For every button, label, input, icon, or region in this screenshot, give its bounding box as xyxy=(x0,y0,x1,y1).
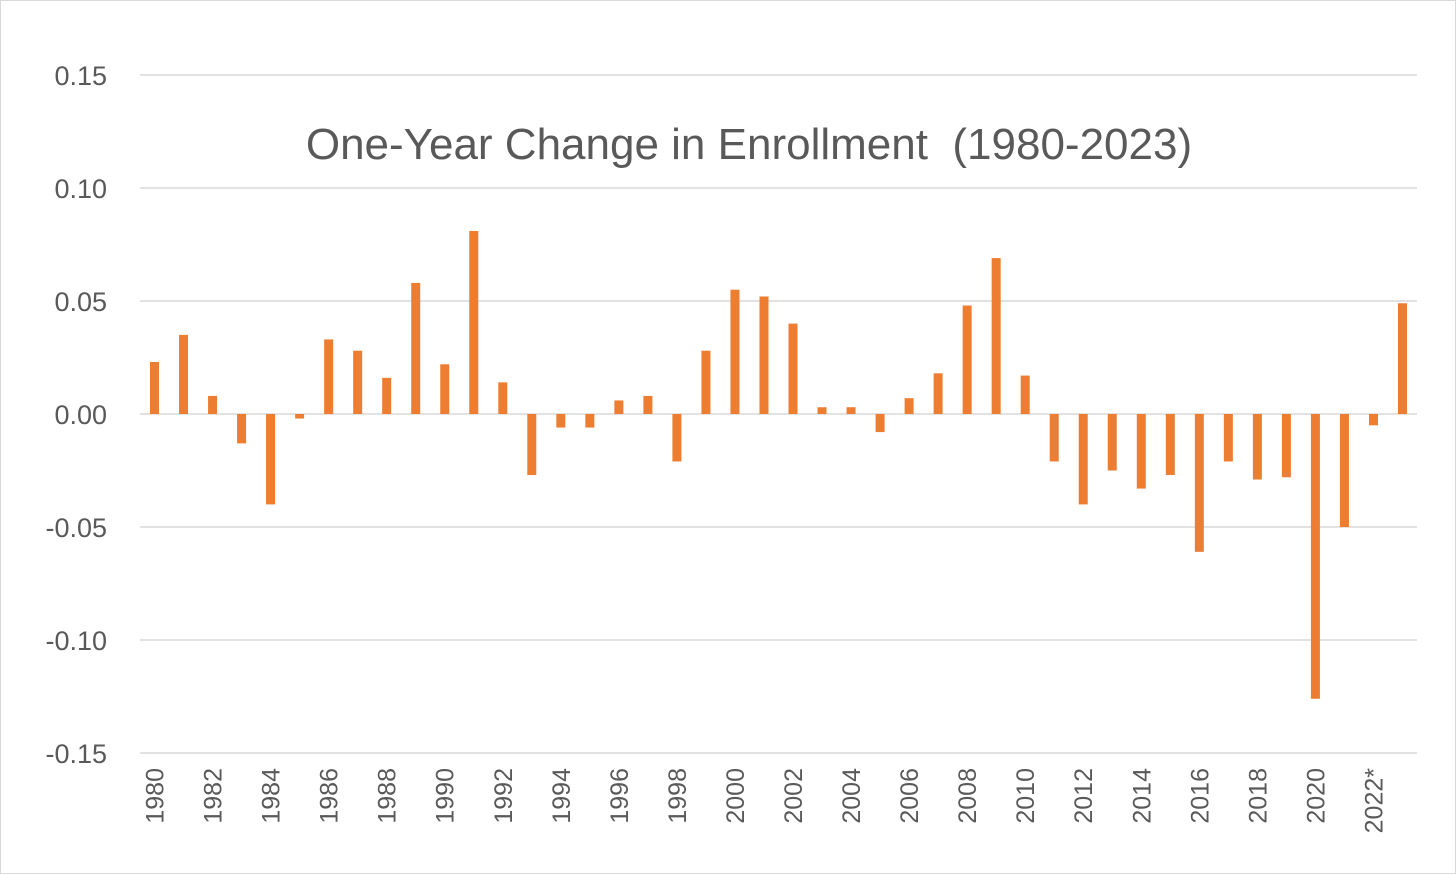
y-tick-label: -0.10 xyxy=(45,626,107,656)
bar-2005 xyxy=(875,414,885,433)
bar-1992 xyxy=(498,382,508,414)
bar-2010 xyxy=(1020,375,1030,414)
bar-1997 xyxy=(643,395,653,414)
bar-2007 xyxy=(933,373,943,414)
x-tick-label: 2022* xyxy=(1360,768,1388,834)
x-tick-label: 1992 xyxy=(490,768,518,824)
y-tick-label: 0.15 xyxy=(54,61,107,91)
bar-1998 xyxy=(672,414,682,462)
bar-1980 xyxy=(150,362,160,414)
bar-1985 xyxy=(295,414,305,419)
bar-1987 xyxy=(353,350,363,414)
bar-2023 xyxy=(1397,303,1407,414)
bar-2000 xyxy=(730,289,740,414)
x-tick-label: 2018 xyxy=(1244,768,1272,824)
bar-2013 xyxy=(1107,414,1117,471)
x-tick-label: 2002 xyxy=(780,768,808,824)
x-tick-label: 1982 xyxy=(200,768,228,824)
x-tick-label: 1990 xyxy=(432,768,460,824)
y-axis-ticks: 0.15 0.10 0.05 0.00 -0.05 -0.10 -0.15 xyxy=(45,61,107,769)
bar-1995 xyxy=(585,414,595,428)
bar-1990 xyxy=(440,364,450,414)
bar-1988 xyxy=(382,377,392,414)
y-tick-label: 0.10 xyxy=(54,174,107,204)
x-tick-label: 1986 xyxy=(316,768,344,824)
x-tick-label: 2020 xyxy=(1302,768,1330,824)
bar-1993 xyxy=(527,414,537,476)
bar-2009 xyxy=(991,258,1001,414)
bar-2008 xyxy=(962,305,972,414)
x-tick-label: 1994 xyxy=(548,768,576,824)
bar-2022* xyxy=(1368,414,1378,426)
x-axis-ticks: 1980 1982 1984 1986 1988 1990 1992 1994 1996 1998… xyxy=(142,768,1389,834)
bar-2015 xyxy=(1165,414,1175,476)
x-tick-label: 1996 xyxy=(606,768,634,824)
bar-2021 xyxy=(1339,414,1349,527)
x-tick-label: 2010 xyxy=(1012,768,1040,824)
bar-2017 xyxy=(1223,414,1233,462)
bar-1991 xyxy=(469,230,479,414)
bar-2016 xyxy=(1194,414,1204,552)
bars xyxy=(150,230,1407,699)
bar-1986 xyxy=(324,339,334,414)
x-tick-label: 2008 xyxy=(954,768,982,824)
x-tick-label: 1998 xyxy=(664,768,692,824)
bar-2004 xyxy=(846,407,856,414)
x-tick-label: 2000 xyxy=(722,768,750,824)
bar-2012 xyxy=(1078,414,1088,505)
bar-2020 xyxy=(1310,414,1320,699)
bar-2011 xyxy=(1049,414,1059,462)
y-tick-label: 0.00 xyxy=(54,400,107,430)
chart-title: One-Year Change in Enrollment (1980-2023… xyxy=(306,120,1192,169)
x-tick-label: 2006 xyxy=(896,768,924,824)
y-tick-label: -0.15 xyxy=(45,739,107,769)
x-tick-label: 2014 xyxy=(1128,768,1156,824)
x-tick-label: 1984 xyxy=(258,768,286,824)
bar-2019 xyxy=(1281,414,1291,478)
bar-1983 xyxy=(237,414,247,444)
bar-2002 xyxy=(788,323,798,414)
gridlines xyxy=(140,74,1417,754)
bar-1981 xyxy=(179,334,189,414)
x-tick-label: 2016 xyxy=(1186,768,1214,824)
x-tick-label: 2004 xyxy=(838,768,866,824)
y-tick-label: 0.05 xyxy=(54,287,107,317)
bar-1996 xyxy=(614,400,624,414)
bar-1994 xyxy=(556,414,566,428)
x-tick-label: 1988 xyxy=(374,768,402,824)
bar-1989 xyxy=(411,282,421,414)
bar-1999 xyxy=(701,350,711,414)
bar-2003 xyxy=(817,407,827,414)
bar-1982 xyxy=(208,395,218,414)
bar-2014 xyxy=(1136,414,1146,489)
x-tick-label: 2012 xyxy=(1070,768,1098,824)
bar-1984 xyxy=(266,414,276,505)
bar-2018 xyxy=(1252,414,1262,480)
x-tick-label: 1980 xyxy=(142,768,170,824)
bar-2006 xyxy=(904,398,914,414)
y-tick-label: -0.05 xyxy=(45,513,107,543)
bar-2001 xyxy=(759,296,769,414)
